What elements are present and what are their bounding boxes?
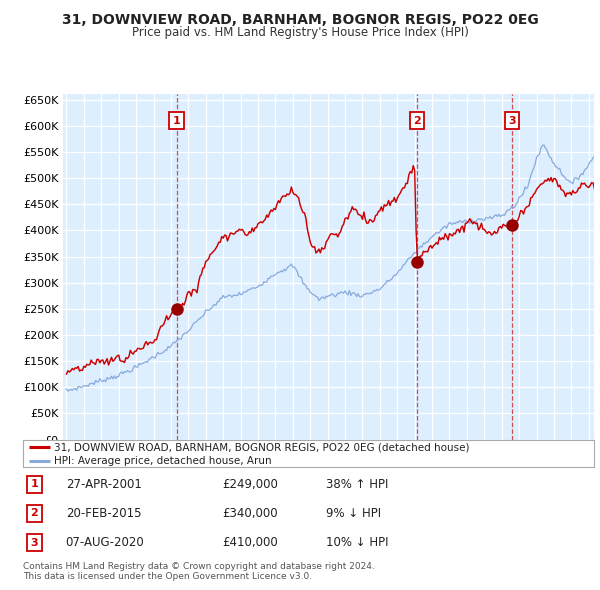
Text: 1: 1 xyxy=(173,116,181,126)
Text: £340,000: £340,000 xyxy=(223,507,278,520)
Text: 3: 3 xyxy=(31,537,38,548)
Text: Contains HM Land Registry data © Crown copyright and database right 2024.
This d: Contains HM Land Registry data © Crown c… xyxy=(23,562,374,581)
Text: 10% ↓ HPI: 10% ↓ HPI xyxy=(326,536,388,549)
Text: 38% ↑ HPI: 38% ↑ HPI xyxy=(326,477,388,491)
Text: 31, DOWNVIEW ROAD, BARNHAM, BOGNOR REGIS, PO22 0EG: 31, DOWNVIEW ROAD, BARNHAM, BOGNOR REGIS… xyxy=(62,13,538,27)
Text: 1: 1 xyxy=(31,479,38,489)
Text: £249,000: £249,000 xyxy=(223,477,278,491)
Text: Price paid vs. HM Land Registry's House Price Index (HPI): Price paid vs. HM Land Registry's House … xyxy=(131,26,469,39)
Text: 31, DOWNVIEW ROAD, BARNHAM, BOGNOR REGIS, PO22 0EG (detached house): 31, DOWNVIEW ROAD, BARNHAM, BOGNOR REGIS… xyxy=(54,442,470,452)
Text: 07-AUG-2020: 07-AUG-2020 xyxy=(65,536,145,549)
Text: 9% ↓ HPI: 9% ↓ HPI xyxy=(326,507,380,520)
Text: £410,000: £410,000 xyxy=(223,536,278,549)
Text: 3: 3 xyxy=(508,116,516,126)
Text: 27-APR-2001: 27-APR-2001 xyxy=(65,477,142,491)
Text: 2: 2 xyxy=(31,509,38,518)
Text: 20-FEB-2015: 20-FEB-2015 xyxy=(65,507,141,520)
Text: HPI: Average price, detached house, Arun: HPI: Average price, detached house, Arun xyxy=(54,456,272,466)
Text: 2: 2 xyxy=(413,116,421,126)
